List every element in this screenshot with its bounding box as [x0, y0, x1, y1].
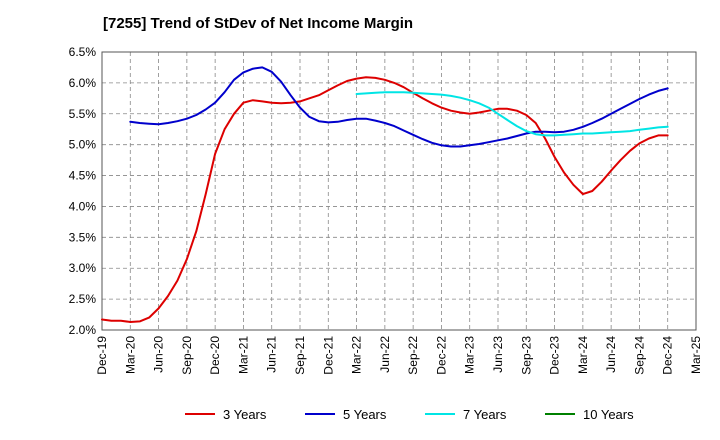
y-tick-label: 3.0%	[69, 261, 97, 275]
x-tick-label: Dec-22	[434, 336, 448, 375]
y-tick-label: 6.5%	[69, 45, 97, 59]
y-tick-label: 5.0%	[69, 138, 97, 152]
x-tick-label: Dec-21	[321, 336, 335, 375]
x-tick-label: Dec-19	[95, 336, 109, 375]
legend-label: 10 Years	[583, 407, 634, 422]
series-line-3-years	[101, 76, 669, 323]
x-tick-label: Mar-20	[123, 336, 137, 374]
legend-item: 3 Years	[185, 407, 267, 422]
y-tick-label: 2.5%	[69, 292, 97, 306]
legend-item: 5 Years	[305, 407, 387, 422]
x-tick-label: Jun-24	[604, 336, 618, 373]
y-tick-label: 4.5%	[69, 169, 97, 183]
legend: 3 Years 5 Years 7 Years 10 Years	[185, 407, 634, 422]
y-axis: 2.0% 2.5% 3.0% 3.5% 4.0% 4.5% 5.0% 5.5% 6.0% 6.5%	[69, 45, 97, 337]
y-tick-label: 4.0%	[69, 199, 97, 213]
legend-item: 7 Years	[425, 407, 507, 422]
x-tick-label: Jun-21	[265, 336, 279, 373]
x-tick-label: Jun-23	[491, 336, 505, 373]
x-tick-label: Mar-22	[350, 336, 364, 374]
series-line-7-years	[355, 91, 669, 137]
x-tick-label: Mar-24	[576, 336, 590, 374]
legend-item: 10 Years	[545, 407, 634, 422]
series-lines	[101, 66, 669, 323]
y-tick-label: 6.0%	[69, 76, 97, 90]
plot-area	[101, 51, 697, 331]
x-tick-label: Jun-20	[152, 336, 166, 373]
legend-label: 5 Years	[343, 407, 387, 422]
x-tick-label: Sep-22	[406, 336, 420, 375]
series-line-5-years	[129, 66, 669, 148]
legend-label: 3 Years	[223, 407, 267, 422]
y-tick-label: 3.5%	[69, 230, 97, 244]
x-tick-label: Dec-23	[548, 336, 562, 375]
x-tick-label: Dec-20	[208, 336, 222, 375]
y-tick-label: 5.5%	[69, 107, 97, 121]
chart-title: [7255] Trend of StDev of Net Income Marg…	[103, 15, 414, 32]
x-tick-label: Sep-21	[293, 336, 307, 375]
x-tick-label: Jun-22	[378, 336, 392, 373]
x-tick-label: Sep-24	[632, 336, 646, 375]
legend-label: 7 Years	[463, 407, 507, 422]
x-tick-label: Sep-23	[519, 336, 533, 375]
x-tick-label: Mar-23	[463, 336, 477, 374]
x-axis: Dec-19 Mar-20 Jun-20 Sep-20 Dec-20 Mar-21 Jun-…	[95, 336, 703, 375]
x-tick-label: Sep-20	[180, 336, 194, 375]
x-tick-label: Mar-25	[689, 336, 703, 374]
y-tick-label: 2.0%	[69, 323, 97, 337]
x-tick-label: Dec-24	[661, 336, 675, 375]
x-tick-label: Mar-21	[236, 336, 250, 374]
grid-lines	[102, 52, 696, 330]
